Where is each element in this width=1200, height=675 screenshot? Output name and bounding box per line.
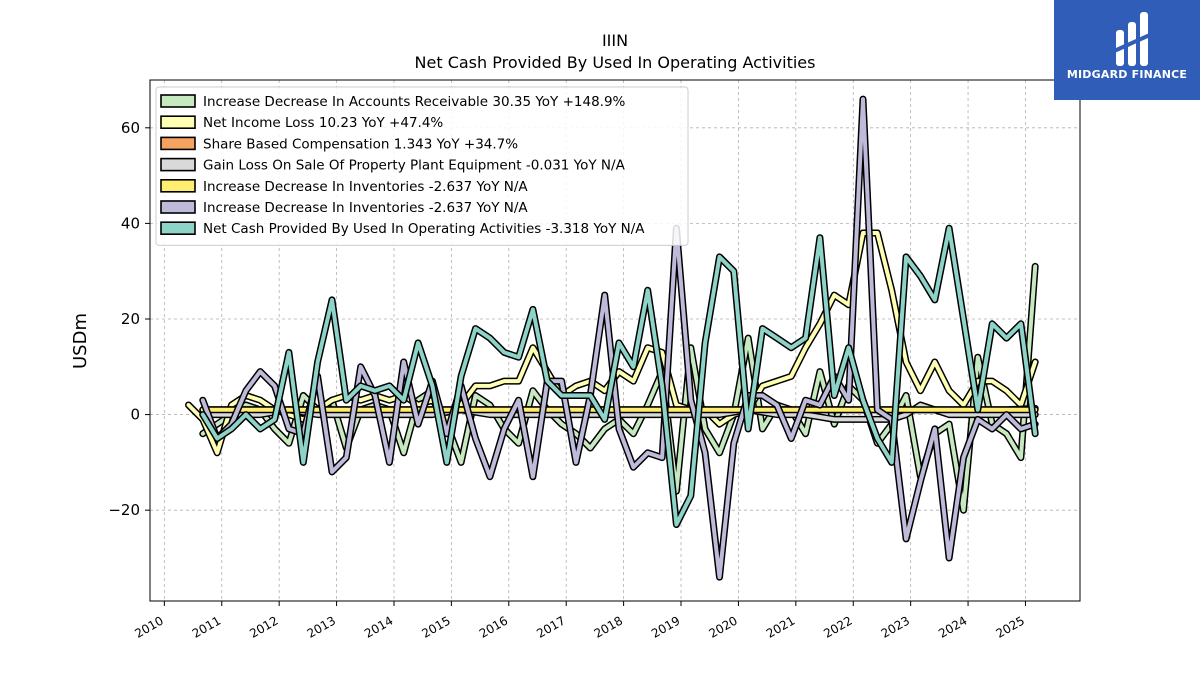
series-4	[199, 401, 1039, 423]
legend-entry: Increase Decrease In Accounts Receivable…	[203, 94, 626, 110]
x-tick-label: 2022	[821, 613, 854, 640]
x-tick-label: 2012	[247, 613, 280, 640]
legend-entry: Net Cash Provided By Used In Operating A…	[203, 221, 645, 237]
x-tick-label: 2015	[419, 613, 452, 640]
legend-swatch	[160, 157, 196, 172]
x-tick-label: 2024	[936, 613, 969, 640]
x-tick-label: 2014	[362, 613, 395, 640]
legend-swatch	[160, 94, 196, 108]
legend-swatch	[160, 179, 196, 193]
brand-logo: MIDGARD FINANCE	[1054, 0, 1200, 100]
x-tick-label: 2016	[477, 613, 510, 640]
legend-entry: Gain Loss On Sale Of Property Plant Equi…	[203, 158, 626, 174]
plot-frame	[149, 79, 1081, 602]
x-tick-label: 2018	[592, 613, 625, 640]
legend-swatch	[160, 200, 196, 214]
legend-box	[155, 86, 689, 246]
legend: Increase Decrease In Accounts Receivable…	[155, 86, 689, 246]
legend-swatch	[160, 115, 196, 129]
series-6	[199, 95, 1039, 581]
y-tick-label: 60	[121, 119, 140, 137]
series-7	[199, 224, 1039, 528]
x-tick-label: 2023	[879, 613, 912, 640]
logo-mark-icon	[1111, 12, 1153, 66]
y-tick-label: 0	[130, 406, 140, 424]
x-tick-label: 2020	[706, 613, 739, 640]
chart-title: Net Cash Provided By Used In Operating A…	[415, 53, 816, 72]
y-axis-label: USDm	[70, 313, 91, 369]
legend-entry: Net Income Loss 10.23 YoY +47.4%	[203, 115, 443, 131]
y-tick-label: −20	[108, 501, 140, 519]
legend-entry: Increase Decrease In Inventories -2.637 …	[203, 200, 528, 216]
x-tick-label: 2025	[994, 613, 1027, 640]
chart-ticker: IIIN	[602, 31, 628, 50]
legend-entry: Increase Decrease In Inventories -2.637 …	[203, 179, 528, 195]
series-line	[200, 97, 1038, 580]
legend-swatch	[160, 221, 196, 235]
x-tick-label: 2021	[764, 613, 797, 640]
brand-name: MIDGARD FINANCE	[1066, 68, 1188, 81]
x-tick-label: 2013	[305, 613, 338, 640]
series-line	[200, 226, 1038, 527]
series-line	[200, 403, 1038, 422]
x-tick-label: 2017	[534, 613, 567, 640]
x-tick-label: 2010	[132, 613, 165, 640]
series-layer	[185, 95, 1039, 581]
x-tick-label: 2011	[190, 613, 223, 640]
y-tick-label: 20	[121, 310, 140, 328]
y-tick-label: 40	[121, 214, 140, 232]
legend-swatch	[160, 136, 196, 151]
x-tick-label: 2019	[649, 613, 682, 640]
legend-entry: Share Based Compensation 1.343 YoY +34.7…	[203, 136, 518, 152]
